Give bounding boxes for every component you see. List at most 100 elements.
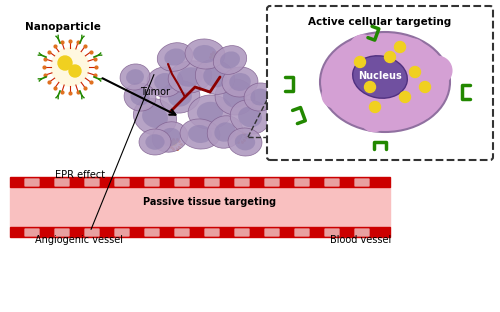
FancyBboxPatch shape (144, 228, 160, 237)
Circle shape (289, 104, 295, 110)
Ellipse shape (147, 67, 183, 97)
FancyBboxPatch shape (114, 228, 130, 237)
Ellipse shape (188, 125, 212, 143)
Text: Nanoparticle: Nanoparticle (25, 22, 101, 32)
Bar (10, 227, 390, 237)
Circle shape (76, 203, 84, 211)
Circle shape (400, 38, 426, 64)
Bar (10, 187, 390, 227)
Ellipse shape (185, 39, 225, 69)
Ellipse shape (215, 79, 255, 115)
FancyBboxPatch shape (294, 178, 310, 187)
FancyBboxPatch shape (324, 228, 340, 237)
Ellipse shape (180, 119, 220, 149)
Circle shape (171, 140, 179, 148)
Circle shape (372, 26, 378, 32)
Circle shape (364, 81, 376, 92)
Ellipse shape (160, 128, 180, 146)
Circle shape (457, 129, 463, 135)
FancyBboxPatch shape (267, 6, 493, 160)
Ellipse shape (223, 86, 247, 108)
Circle shape (289, 104, 293, 108)
Ellipse shape (203, 66, 227, 87)
Ellipse shape (220, 51, 240, 69)
Text: Tumor: Tumor (140, 87, 170, 97)
Ellipse shape (139, 129, 171, 155)
Circle shape (212, 53, 216, 59)
FancyBboxPatch shape (294, 228, 310, 237)
Circle shape (236, 133, 244, 141)
Ellipse shape (164, 48, 186, 66)
Ellipse shape (320, 32, 450, 132)
FancyBboxPatch shape (234, 178, 250, 187)
Ellipse shape (193, 45, 217, 63)
Circle shape (211, 53, 219, 61)
Ellipse shape (154, 73, 176, 91)
Circle shape (172, 140, 176, 145)
Ellipse shape (134, 99, 176, 135)
Circle shape (349, 34, 377, 62)
Circle shape (420, 81, 430, 92)
Circle shape (457, 129, 461, 133)
Circle shape (400, 91, 410, 103)
Ellipse shape (250, 89, 270, 105)
Ellipse shape (146, 134, 165, 150)
Ellipse shape (238, 107, 262, 127)
Ellipse shape (160, 81, 200, 113)
Ellipse shape (152, 122, 188, 152)
Ellipse shape (228, 128, 262, 156)
Ellipse shape (244, 83, 276, 111)
Ellipse shape (168, 61, 212, 93)
Text: Active cellular targeting: Active cellular targeting (308, 17, 452, 27)
Ellipse shape (230, 100, 270, 134)
FancyBboxPatch shape (234, 228, 250, 237)
Ellipse shape (126, 69, 144, 85)
Ellipse shape (207, 116, 243, 148)
FancyBboxPatch shape (24, 178, 40, 187)
Circle shape (58, 56, 72, 70)
Bar (10, 177, 390, 187)
FancyBboxPatch shape (204, 228, 220, 237)
FancyBboxPatch shape (174, 178, 190, 187)
Ellipse shape (177, 67, 203, 87)
Circle shape (422, 56, 452, 85)
Circle shape (354, 56, 366, 67)
Ellipse shape (352, 56, 408, 98)
FancyBboxPatch shape (84, 178, 100, 187)
Ellipse shape (142, 106, 168, 128)
FancyBboxPatch shape (114, 178, 130, 187)
Circle shape (394, 41, 406, 52)
Circle shape (76, 203, 82, 208)
Ellipse shape (157, 43, 193, 71)
FancyBboxPatch shape (354, 178, 370, 187)
FancyBboxPatch shape (24, 228, 40, 237)
Text: EPR effect: EPR effect (55, 170, 105, 180)
Ellipse shape (229, 73, 251, 91)
Circle shape (51, 48, 89, 86)
Text: Passive tissue targeting: Passive tissue targeting (144, 197, 276, 207)
FancyBboxPatch shape (144, 178, 160, 187)
FancyBboxPatch shape (54, 178, 70, 187)
Text: Blood vessel: Blood vessel (330, 235, 391, 245)
FancyBboxPatch shape (204, 178, 220, 187)
Circle shape (370, 101, 380, 113)
Circle shape (306, 203, 314, 211)
Circle shape (410, 66, 420, 77)
Circle shape (360, 104, 388, 132)
Circle shape (306, 203, 312, 208)
Ellipse shape (214, 46, 246, 74)
Ellipse shape (235, 134, 255, 150)
Ellipse shape (120, 64, 150, 90)
Ellipse shape (197, 102, 223, 122)
Circle shape (322, 82, 347, 108)
Ellipse shape (196, 60, 234, 94)
Ellipse shape (130, 89, 150, 105)
FancyBboxPatch shape (264, 228, 280, 237)
Circle shape (372, 26, 376, 30)
Ellipse shape (222, 67, 258, 97)
FancyBboxPatch shape (324, 178, 340, 187)
Text: Angiogenic vessel: Angiogenic vessel (35, 235, 123, 245)
FancyBboxPatch shape (354, 228, 370, 237)
FancyBboxPatch shape (174, 228, 190, 237)
Circle shape (384, 51, 396, 62)
